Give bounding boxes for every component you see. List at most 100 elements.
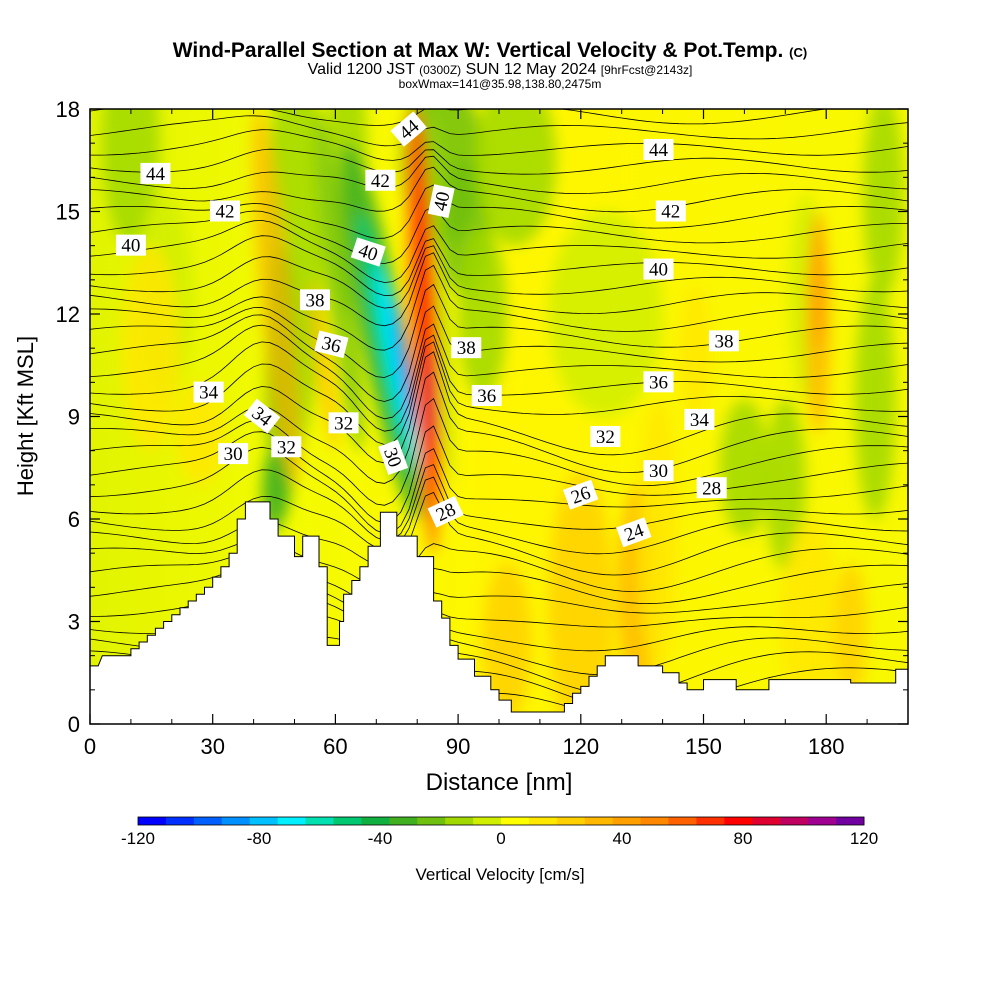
colorbar-swatch [361, 817, 390, 825]
terrain-mask [90, 501, 908, 724]
isentrope-label-text: 36 [319, 333, 343, 358]
velocity-patch [175, 382, 225, 485]
colorbar-swatch [584, 817, 614, 825]
isentrope-line [90, 219, 908, 283]
colorbar-swatch [333, 817, 362, 825]
y-tick-label: 12 [56, 302, 80, 327]
isentrope-label: 28 [696, 477, 727, 499]
updraft-band [251, 109, 301, 485]
isentrope-label-text: 30 [649, 461, 668, 482]
x-tick-label: 150 [685, 734, 722, 759]
isentrope-line [90, 539, 908, 592]
isentrope-label: 44 [140, 162, 171, 185]
isentrope-label: 34 [193, 381, 224, 404]
isentrope-line [90, 235, 908, 297]
colorbar-tick-label: 80 [734, 829, 753, 848]
isentrope-label: 40 [350, 237, 386, 267]
isentrope-label: 42 [209, 200, 240, 223]
isentrope-line [90, 323, 908, 420]
isentrope-label: 38 [451, 337, 482, 359]
velocity-patch [474, 109, 557, 246]
colorbar-swatch [165, 817, 195, 825]
colorbar-swatch [221, 817, 251, 825]
colorbar-swatch [836, 817, 865, 825]
isentrope-label: 40 [115, 234, 146, 257]
velocity-patch [678, 286, 712, 424]
y-tick-label: 9 [68, 405, 80, 430]
x-tick-label: 60 [323, 734, 347, 759]
velocity-patch [122, 245, 180, 451]
x-tick-label: 180 [808, 734, 845, 759]
isentrope-label-text: 40 [121, 236, 140, 257]
velocity-patch [458, 228, 508, 400]
isentrope-label-text: 36 [649, 372, 668, 393]
colorbar-swatch [417, 817, 446, 825]
colorbar-tick-label: 40 [613, 829, 632, 848]
box-info: boxWmax=141@35.98,138.80,2475m [399, 77, 602, 91]
colorbar-tick-label: 0 [496, 829, 505, 848]
isentrope-line [90, 305, 908, 402]
isentrope-label-text: 36 [477, 386, 496, 407]
isentrope-label-text: 44 [146, 164, 166, 185]
isentrope-label-text: 28 [702, 478, 721, 499]
colorbar-swatch [277, 817, 307, 825]
colorbar-swatch [249, 817, 279, 825]
colorbar-swatch [556, 817, 586, 825]
velocity-patch [102, 109, 160, 246]
isentrope-line [90, 446, 908, 534]
isentrope-label-text: 42 [215, 202, 234, 223]
velocity-patch [719, 399, 769, 537]
isentrope-line [90, 551, 908, 609]
isentrope-line [90, 283, 908, 378]
velocity-patch [548, 211, 663, 417]
isentrope-label: 38 [708, 330, 739, 352]
y-tick-label: 0 [68, 712, 80, 737]
isentrope-label: 40 [427, 184, 455, 219]
isentrope-label-text: 38 [305, 290, 324, 311]
isentrope-line [90, 397, 908, 506]
isentrope-label: 34 [684, 408, 715, 431]
colorbar-swatch [305, 817, 334, 825]
isentrope-line [90, 371, 908, 484]
isentrope-line [90, 264, 908, 351]
colorbar-swatch [668, 817, 697, 825]
isentrope-label: 32 [271, 436, 302, 458]
isentrope-label-text: 38 [457, 338, 476, 359]
colorbar-swatch [445, 817, 474, 825]
isentrope-line [90, 245, 908, 309]
x-axis-title: Distance [nm] [426, 769, 573, 796]
isentrope-label: 32 [328, 412, 359, 434]
isentrope-line [90, 341, 908, 446]
colorbar-swatch [473, 817, 502, 825]
colorbar-swatch [780, 817, 809, 825]
x-tick-label: 120 [562, 734, 599, 759]
isentrope-label: 38 [299, 289, 330, 311]
colorbar-swatch [724, 817, 753, 825]
velocity-patch [764, 399, 806, 571]
isentrope-label-text: 32 [277, 437, 296, 458]
isentrope-line [90, 491, 908, 576]
isentrope-label-text: 32 [334, 413, 353, 434]
isentrope-line [90, 166, 908, 213]
isentrope-label: 36 [643, 371, 674, 393]
plot-area [90, 109, 908, 724]
y-tick-label: 18 [56, 97, 80, 122]
colorbar-tick-label: 120 [850, 829, 878, 848]
colorbar: -120 -80 -40 0 40 80 120 [121, 816, 878, 848]
isentrope-label-text: 42 [661, 202, 680, 223]
isentrope-label: 26 [562, 479, 599, 510]
y-tick-label: 15 [56, 200, 80, 225]
isentrope-label: 44 [643, 139, 674, 161]
x-tick-label: 0 [84, 734, 96, 759]
chart-title: Wind-Parallel Section at Max W: Vertical… [173, 39, 807, 62]
colorbar-swatch [501, 817, 530, 825]
downdraft-band [314, 109, 365, 451]
colorbar-tick-label: -120 [121, 829, 155, 848]
velocity-patch [863, 109, 904, 297]
isentrope-label-text: 44 [649, 140, 669, 161]
isentrope-line [90, 109, 828, 126]
colorbar-swatch [640, 817, 670, 825]
downdraft-core [391, 296, 414, 434]
velocity-patch [834, 563, 868, 701]
